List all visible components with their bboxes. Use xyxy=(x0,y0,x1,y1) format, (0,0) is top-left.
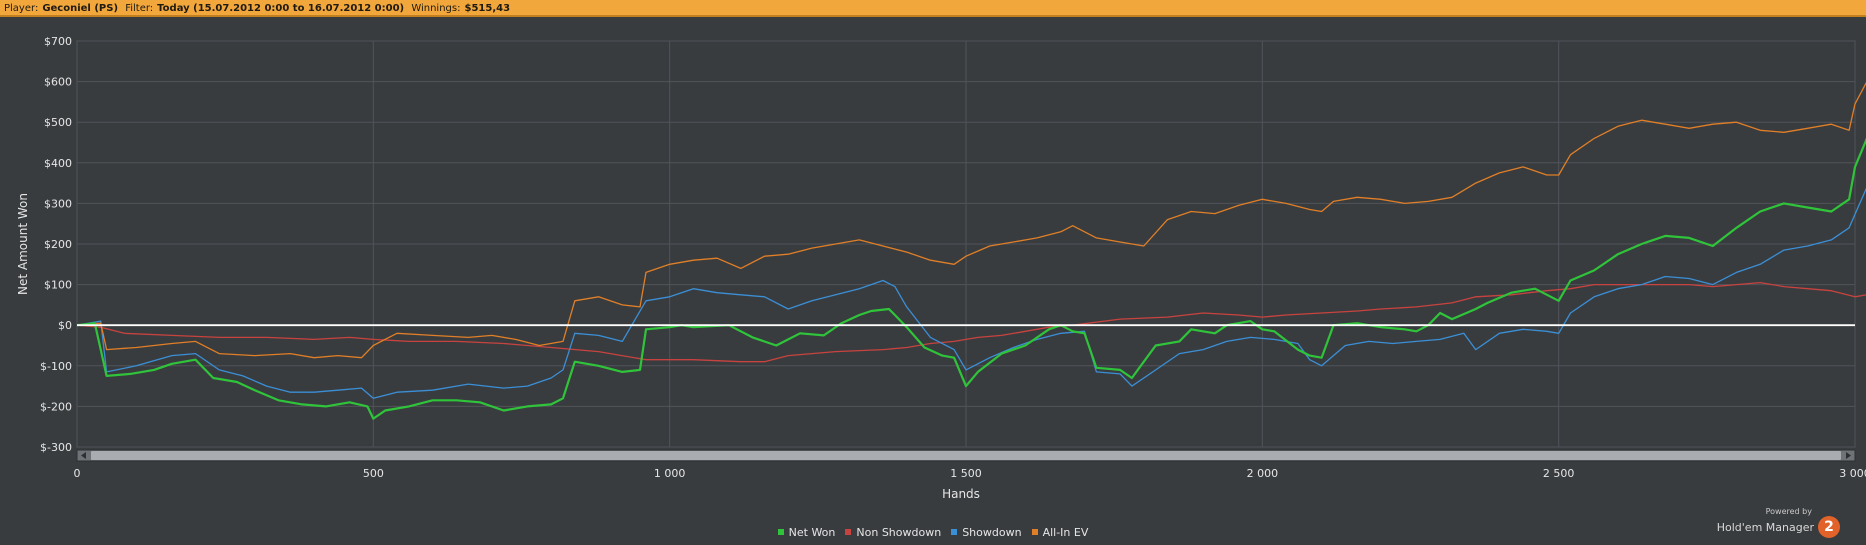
x-tick-label: 2 000 xyxy=(1247,467,1279,480)
x-tick-label: 3 000 xyxy=(1839,467,1866,480)
player-value: Geconiel (PS) xyxy=(42,3,119,14)
scroll-left-icon[interactable] xyxy=(81,452,86,459)
y-tick-label: $200 xyxy=(44,238,72,251)
x-tick-label: 0 xyxy=(74,467,81,480)
chart-grid xyxy=(76,40,1856,448)
hm2-logo-icon: 2 xyxy=(1818,516,1840,538)
report-header-bar: Player: Geconiel (PS) Filter: Today (15.07… xyxy=(0,0,1866,17)
filter-value: Today (15.07.2012 0:00 to 16.07.2012 0:0… xyxy=(157,3,405,14)
winnings-label: Winnings: xyxy=(411,3,461,14)
legend-item: All-In EV xyxy=(1031,525,1089,539)
x-tick-label: 500 xyxy=(363,467,384,480)
product-name: Hold'em Manager xyxy=(1716,520,1814,534)
winnings-line-chart: $-300 $-200 $-100 $0 $100 $200 $300 $400 $500 $60… xyxy=(16,35,1866,501)
y-tick-label: $0 xyxy=(58,319,72,332)
y-tick-label: $-100 xyxy=(40,360,72,373)
y-tick-label: $600 xyxy=(44,76,72,89)
y-tick-label: $400 xyxy=(44,157,72,170)
x-axis-title: Hands xyxy=(942,487,980,501)
y-tick-label: $-300 xyxy=(40,441,72,454)
legend-swatch xyxy=(1031,529,1038,535)
legend-swatch xyxy=(777,529,784,535)
legend-item: Net Won xyxy=(777,525,836,539)
horizontal-scrollbar[interactable] xyxy=(76,449,1856,462)
y-axis-ticks: $-300 $-200 $-100 $0 $100 $200 $300 $400 $500 $60… xyxy=(40,35,72,454)
x-tick-label: 1 000 xyxy=(654,467,686,480)
legend-label: All-In EV xyxy=(1042,525,1089,539)
chart-legend: Net Won Non Showdown Showdown All-In EV xyxy=(0,525,1866,539)
x-tick-label: 2 500 xyxy=(1543,467,1575,480)
y-tick-label: $300 xyxy=(44,197,72,210)
legend-label: Showdown xyxy=(962,525,1022,539)
powered-by-text: Powered by xyxy=(1765,507,1812,516)
y-tick-label: $700 xyxy=(44,35,72,48)
legend-item: Non Showdown xyxy=(845,526,941,539)
legend-swatch xyxy=(845,529,852,535)
legend-swatch xyxy=(951,529,958,535)
legend-label: Net Won xyxy=(788,525,836,539)
scrollbar-thumb[interactable] xyxy=(91,451,1841,460)
branding: Powered by Hold'em Manager 2 xyxy=(1717,507,1840,538)
player-label: Player: xyxy=(4,3,39,14)
filter-label: Filter: xyxy=(125,3,154,14)
y-axis-title: Net Amount Won xyxy=(16,193,30,295)
series-line-showdown xyxy=(76,187,1866,399)
series-line-net-won xyxy=(76,137,1866,420)
legend-label: Non Showdown xyxy=(856,525,942,539)
y-tick-label: $100 xyxy=(44,279,72,292)
y-tick-label: $500 xyxy=(44,116,72,129)
x-axis-ticks: 0 500 1 000 1 500 2 000 2 500 3 000 xyxy=(74,467,1866,480)
y-tick-label: $-200 xyxy=(40,400,72,413)
winnings-value: $515,43 xyxy=(464,3,511,14)
scroll-right-icon[interactable] xyxy=(1846,452,1851,459)
chart-series xyxy=(76,81,1866,420)
legend-item: Showdown xyxy=(951,525,1022,539)
series-line-all-in-ev xyxy=(76,81,1866,359)
x-tick-label: 1 500 xyxy=(950,467,982,480)
